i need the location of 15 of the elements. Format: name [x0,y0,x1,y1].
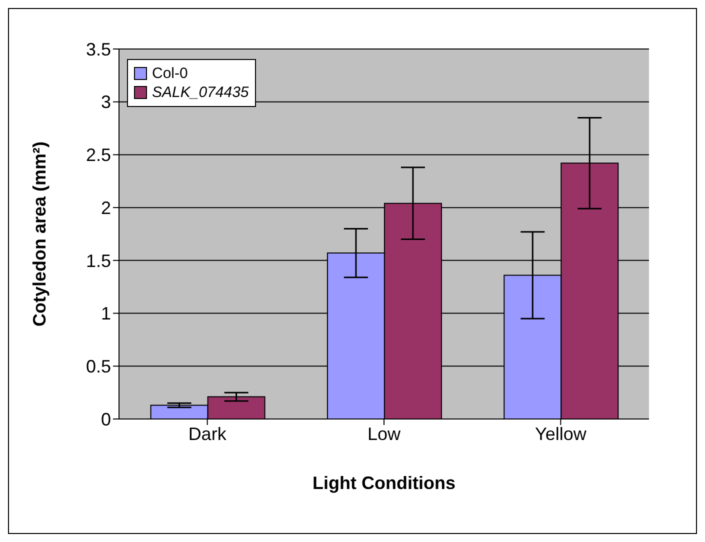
x-axis-title: Light Conditions [312,473,456,493]
x-tick-label: Yellow [534,424,588,444]
legend-label: SALK_074435 [152,84,249,101]
y-axis-title: Cotyledon area (mm²) [29,141,50,327]
y-tick-label: 3 [100,92,111,112]
x-tick-label: Low [367,424,402,444]
y-tick-label: 0 [100,409,111,430]
y-tick-label: 2 [100,198,111,218]
y-tick-label: 3.5 [86,39,111,60]
y-tick-label: 1.5 [86,250,111,271]
legend-label: Col-0 [152,65,188,82]
x-tick-label: Dark [188,424,228,444]
y-tick-label: 2.5 [86,145,111,166]
y-tick-label: 1 [100,304,111,324]
y-tick-label: 0.5 [86,356,111,377]
